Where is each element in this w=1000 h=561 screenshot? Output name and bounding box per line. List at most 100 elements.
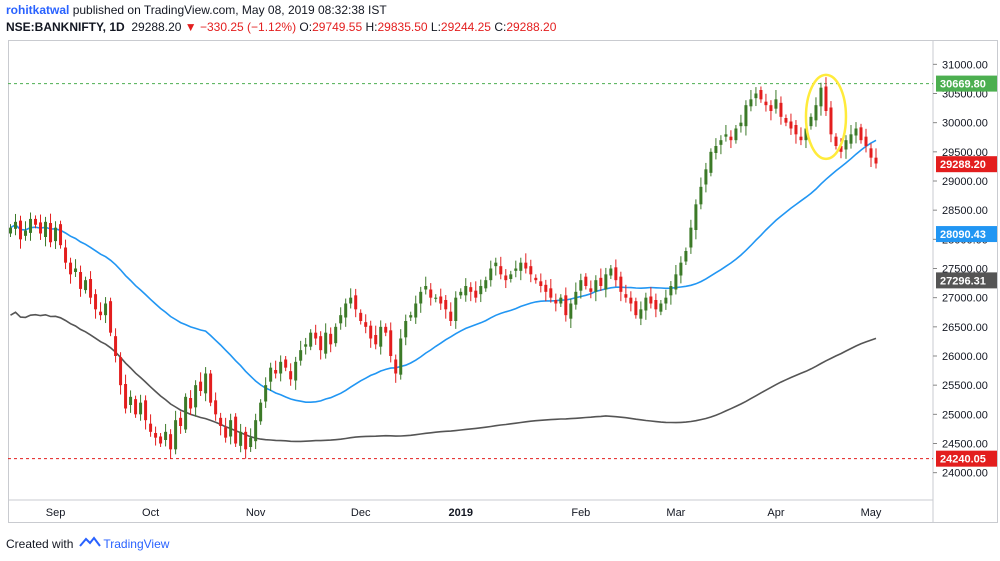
candle-body [279,361,283,374]
high-value: 29835.50 [377,20,428,34]
ohlc-line: NSE:BANKNIFTY, 1D 29288.20 ▼ −330.25 (−1… [6,19,556,36]
candle-body [639,309,643,319]
open-label: O: [299,20,313,34]
candle-body [99,311,103,316]
candle-body [344,303,348,318]
candle-body [714,146,718,153]
tradingview-link[interactable]: TradingView [103,537,170,551]
y-tick-label: 25000.00 [942,409,988,421]
y-tick-label: 27000.00 [942,293,988,305]
moving-average-fast [10,139,877,403]
candle-body [674,274,678,290]
price-tag-label: 27296.31 [940,275,986,287]
candle-body [304,344,308,347]
candle-body [724,134,728,137]
candle-body [499,266,503,275]
candle-body [89,279,93,298]
candle-body [149,423,153,432]
candle-body [484,280,488,289]
candle-body [134,399,138,415]
candle-body [44,221,48,237]
candle-body [794,125,798,135]
candle-body [274,370,278,374]
candle-body [734,128,738,141]
moving-average-slow [10,311,877,443]
candle-body [19,220,23,240]
candle-body [439,296,443,304]
candle-body [309,332,313,347]
candle-body [294,361,298,381]
candle-body [249,437,253,447]
candle-body [464,286,468,296]
candle-body [444,300,448,310]
candle-body [469,287,473,292]
candle-body [779,102,783,117]
candle-body [559,297,563,304]
candle-body [449,311,453,321]
candle-body [599,277,603,286]
candle-body [334,326,338,344]
price-tag [936,226,997,243]
x-tick-label: Dec [351,507,371,519]
candle-body [519,262,523,271]
candle-body [474,290,478,298]
x-tick-label: 2019 [449,507,473,519]
candle-body [414,303,418,318]
candle-body [574,291,578,305]
candle-body [364,322,368,327]
candle-body [789,121,793,129]
candle-body [199,381,203,391]
candle-body [389,330,393,356]
candle-body [554,300,558,304]
candle-body [669,286,673,296]
candle-body [579,280,583,291]
candle-body [549,288,553,298]
close-value: 29288.20 [506,20,557,34]
candle-body [744,105,748,127]
x-tick-label: Nov [246,507,266,519]
chart-frame[interactable] [8,40,998,523]
candle-body [604,274,608,290]
candle-body [619,276,623,292]
publish-line: rohitkatwal published on TradingView.com… [6,2,556,19]
candle-body [654,300,658,310]
candle-body [129,396,133,405]
candle-body [664,297,668,304]
candle-body [239,431,243,446]
low-value: 29244.25 [440,20,491,34]
candle-body [589,288,593,292]
candle-body [479,286,483,295]
author-name[interactable]: rohitkatwal [6,3,70,17]
candle-body [179,417,183,426]
candle-body [384,326,388,333]
candle-body [69,262,73,275]
last-price: 29288.20 [131,20,182,34]
candle-body [104,303,108,316]
candle-body [634,301,638,316]
candle-body [319,336,323,351]
candle-body [844,140,848,150]
y-tick-label: 31000.00 [942,59,988,71]
candle-body [49,223,53,243]
candle-body [29,218,33,233]
y-tick-label: 24500.00 [942,439,988,451]
x-tick-label: Mar [666,507,685,519]
price-tag [936,272,997,289]
candle-body [679,262,683,276]
highlight-ellipse [804,73,848,161]
candle-body [244,431,248,450]
candle-body [74,268,78,272]
candle-body [284,359,288,368]
created-with-label: Created with [6,537,74,551]
low-label: L: [430,20,441,34]
candle-body [119,357,123,386]
candle-body [834,136,838,146]
candle-body [159,436,163,444]
candle-body [54,227,58,242]
candle-body [459,291,463,296]
candle-body [659,303,663,312]
y-tick-label: 30000.00 [942,118,988,130]
candle-body [139,402,143,415]
candle-body [354,295,358,310]
